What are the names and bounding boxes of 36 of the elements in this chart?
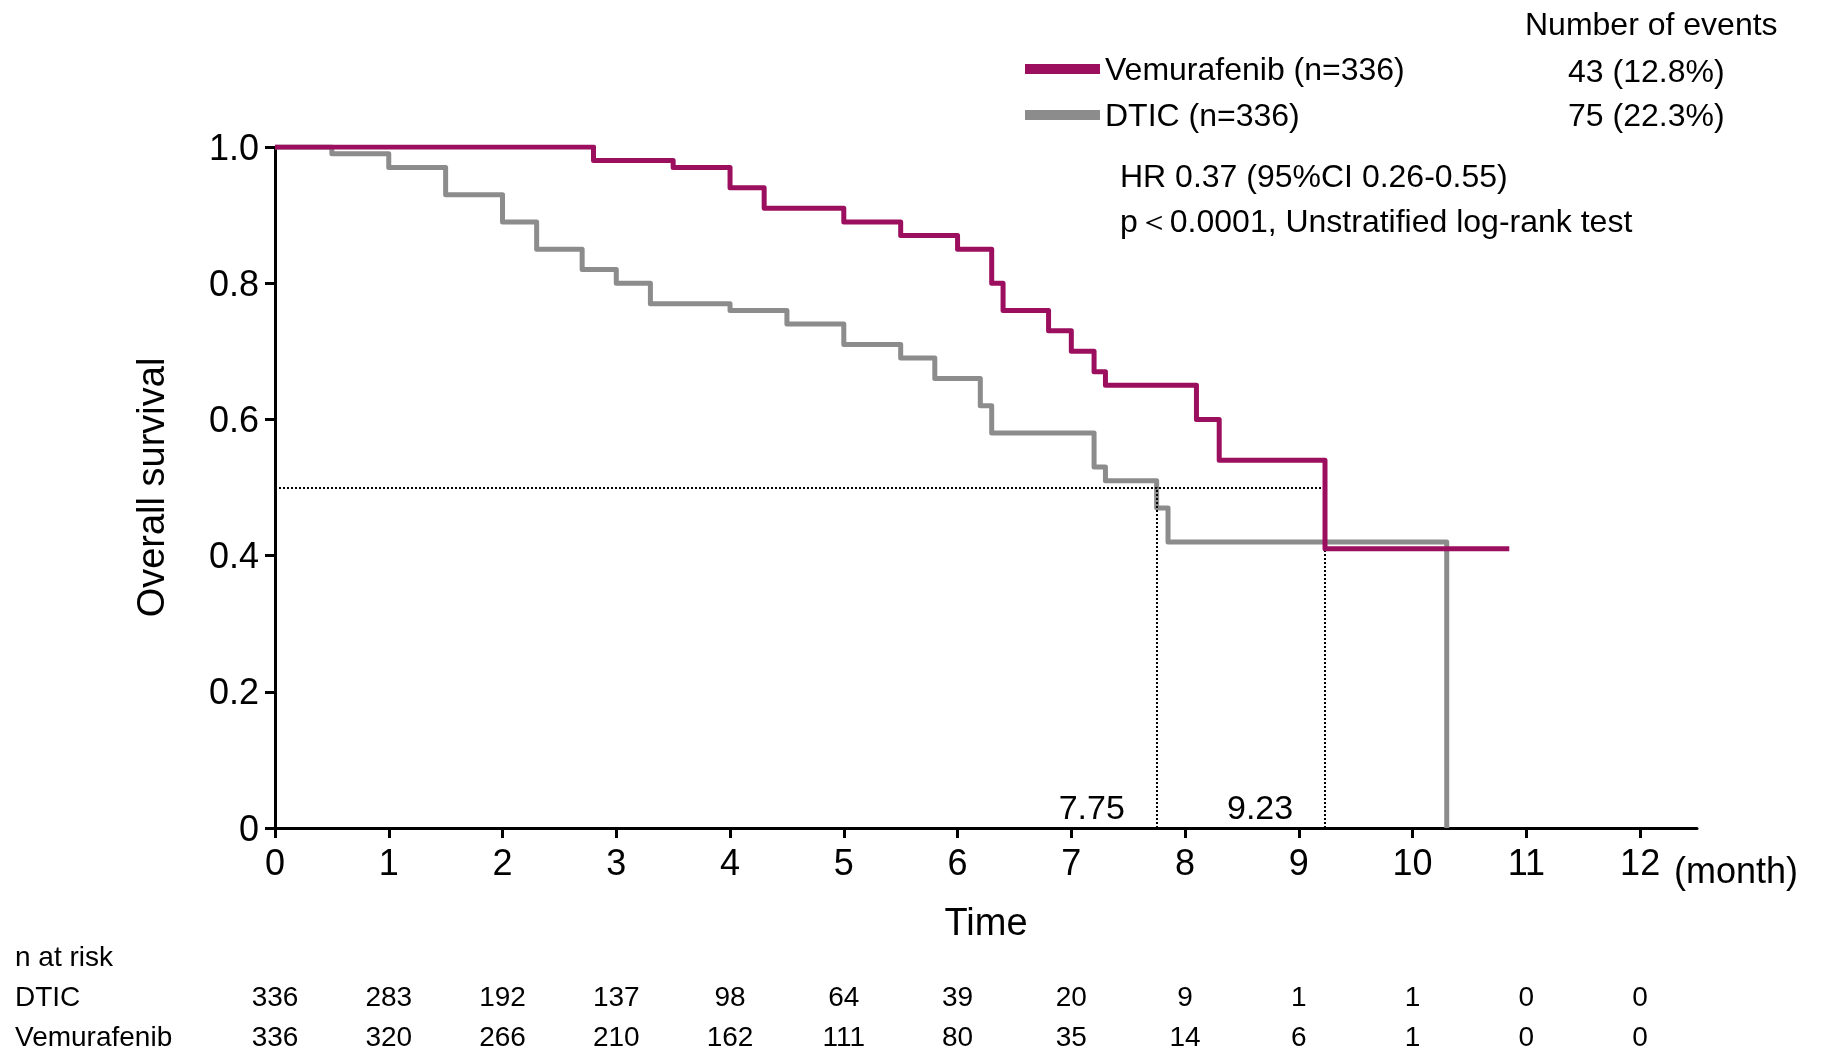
legend-label: DTIC (n=336) [1105, 97, 1300, 133]
text: n at risk [15, 940, 115, 972]
x-tick-label: 8 [1175, 841, 1196, 883]
annotation: HR 0.37 (95%CI 0.26-0.55) [1120, 158, 1508, 194]
x-tick-label: 3 [606, 841, 627, 883]
x-axis-title: Time [944, 901, 1028, 943]
text: 336 283 192 137 98 64 39 20 9 1 1 0 0 [251, 980, 1648, 1012]
y-tick-label: 0.2 [208, 671, 259, 713]
x-tick-label: 7 [1061, 841, 1082, 883]
x-tick-label: 10 [1392, 841, 1433, 883]
annotation: p＜0.0001, Unstratified log-rank test [1120, 203, 1633, 239]
x-tick-label: 0 [264, 841, 286, 883]
y-tick-label: 0.8 [208, 262, 259, 304]
text: Vemurafenib [15, 1020, 173, 1052]
text: Number of events [1525, 6, 1778, 42]
x-tick-label: 4 [720, 841, 741, 883]
x-tick-label: 11 [1507, 841, 1546, 883]
y-axis-title: Overall survival [130, 357, 172, 618]
x-tick-label: 1 [378, 841, 399, 883]
x-tick-label: 2 [492, 841, 513, 883]
text: (month) [1674, 849, 1799, 891]
ref-line-label: 9.23 [1227, 788, 1294, 826]
x-tick-label: 6 [947, 841, 968, 883]
ref-line-label: 7.75 [1058, 788, 1125, 826]
legend-label: Vemurafenib (n=336) [1105, 51, 1405, 87]
y-tick-label: 1.0 [208, 126, 259, 168]
text: 75 (22.3%) [1568, 97, 1725, 133]
text: DTIC [15, 980, 81, 1012]
x-tick-label: 5 [833, 841, 854, 883]
text: 336 320 266 210 162 111 80 35 14 6 1 0 0 [251, 1020, 1648, 1052]
x-tick-label: 12 [1620, 841, 1661, 883]
x-tick-label: 9 [1288, 841, 1309, 883]
y-tick-label: 0 [238, 807, 259, 849]
y-tick-label: 0.4 [208, 535, 259, 577]
y-tick-label: 0.6 [208, 398, 259, 440]
text: 43 (12.8%) [1568, 53, 1725, 89]
